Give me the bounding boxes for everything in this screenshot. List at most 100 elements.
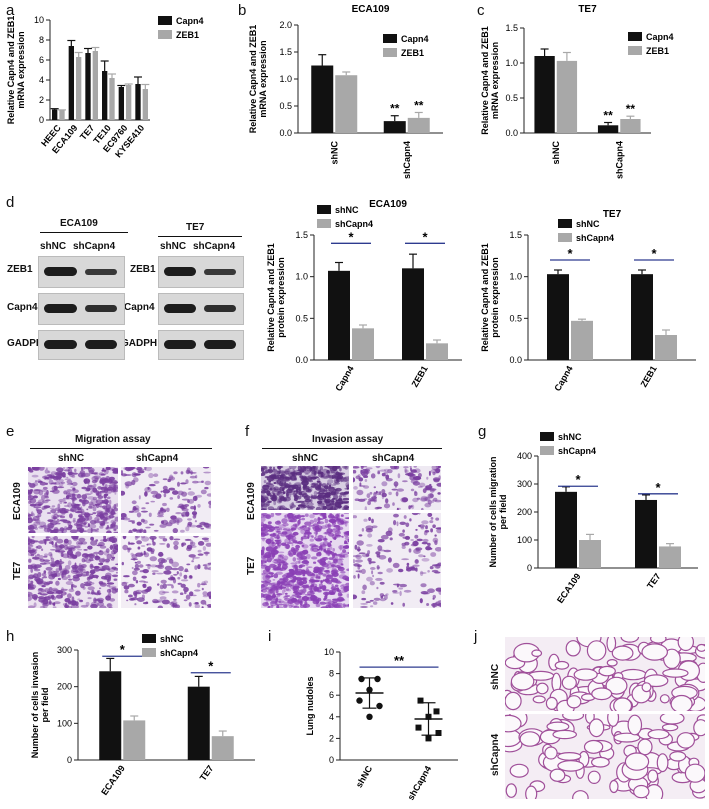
g-ytick-label-0: 0 [527,563,532,573]
c-bar-Capn4-shNC [534,56,555,133]
invasion-col-shnc: shNC [292,453,319,464]
migration-eca109-shnc-image [28,467,118,533]
b-ytick-label-3: 1.5 [279,47,292,57]
g-bar-shCapn4-TE7 [659,546,681,568]
c-ytick-label-0: 0.0 [505,128,518,138]
chart-d-te7-protein: 0.0 0.5 1.0 1.5 Relative Capn4 and ZEB1 prote… [480,209,696,393]
panel-label-f: f [245,423,250,440]
i-point-shNC-4 [376,702,383,710]
h-bracket-star-1: * [208,659,214,674]
migration-te7-shcapn4-image [121,536,211,608]
a-legend-label-1: ZEB1 [176,30,199,40]
d2-legend-swatch-1 [558,233,572,242]
b-ytick-label-0: 0.0 [279,128,292,138]
i-ytick-label-3: 6 [329,690,334,700]
a-bar-ZEB1-HEEC [59,110,65,120]
c-ytick-label-1: 0.5 [505,93,518,103]
d2-bracket-star-1: * [651,246,657,261]
g-bracket-star-0: * [575,472,581,487]
b-ylabel: Relative Capn4 and ZEB1 [248,25,258,134]
d2-bar-shNC-Capn4 [547,274,569,360]
d1-ytick-label-0: 0.0 [295,355,308,365]
d1-legend-label-0: shNC [335,205,359,215]
d1-xtick-label-1: ZEB1 [410,364,430,389]
d2-ylabel: Relative Capn4 and ZEB1 [480,243,490,352]
c-bar-ZEB1-shNC [556,60,578,133]
blot-row-capn4: Capn4 [7,302,38,313]
h-xtick-label-1: TE7 [198,763,216,782]
d2-ylabel-line2: protein expression [490,257,500,338]
c-bar-ZEB1-shCapn4 [620,119,641,133]
c-xtick-label-0: shNC [551,141,561,165]
b-xtick-label-0: shNC [329,141,339,165]
d1-legend-label-1: shCapn4 [335,219,373,229]
c-ylabel-line2: mRNA expression [490,42,500,119]
b-ytick-label-4: 2.0 [279,20,292,30]
i-point-shNC-0 [358,675,365,683]
migration-underline [30,448,212,449]
c-legend-label-1: ZEB1 [646,46,669,56]
b-bar-Capn4-shCapn4 [383,121,406,133]
h-bar-shNC-TE7 [187,686,210,760]
h-ytick-label-3: 300 [57,645,72,655]
a-ylabel: Relative Capn4 and ZEB1 [6,16,16,125]
panel-label-i: i [268,628,272,645]
d1-legend-swatch-1 [317,219,331,228]
d2-bar-shCapn4-ZEB1 [655,335,677,360]
b-bar-ZEB1-shNC [335,75,358,133]
lung-shnc-image [505,637,705,711]
panel-label-h: h [6,628,15,645]
lung-row-shcapn4: shCapn4 [490,733,501,776]
invasion-col-shcapn4: shCapn4 [372,453,415,464]
g-ytick-label-2: 200 [517,507,532,517]
a-bar-Capn4-TE10 [102,71,108,120]
blot-te7-capn4 [158,293,244,325]
a-ytick-label-5: 10 [34,15,44,25]
g-xtick-label-0: ECA109 [555,571,583,605]
d1-xtick-label-0: Capn4 [333,364,355,393]
panel-label-b: b [238,2,247,19]
h-ylabel: Number of cells invasion [30,652,40,759]
lung-row-shnc: shNC [490,663,501,690]
h-legend-label-0: shNC [160,634,184,644]
d2-ytick-label-3: 1.5 [509,230,522,240]
i-bracket-star: ** [394,653,405,668]
d2-bracket-star-0: * [567,246,573,261]
b-title: ECA109 [352,4,390,15]
g-bracket-star-1: * [655,480,661,495]
h-ytick-label-2: 200 [57,682,72,692]
i-point-shCapn4-0 [417,697,424,704]
c-sig-1: ** [626,102,636,116]
chart-g-migration: 0 100 200 300 400 Number of cells migration pe… [488,432,698,605]
d2-legend-label-0: shNC [576,219,600,229]
i-point-shNC-1 [374,675,381,683]
b-legend-swatch-0 [383,34,397,43]
h-bar-shCapn4-ECA109 [123,720,146,760]
micrograph-texture [261,513,349,608]
chart-a-mrna-cell-lines: 0 2 4 6 8 10 Relative Capn4 and ZEB1 mRNA expre… [6,15,204,160]
g-bar-shNC-ECA109 [555,491,577,568]
micrograph-texture [28,467,118,533]
d1-title: ECA109 [369,199,407,210]
d2-legend-swatch-0 [558,219,572,228]
chart-h-invasion: 0 100 200 300 Number of cells invasion per fi… [30,634,255,797]
migration-eca109-shcapn4-image [121,467,211,533]
migration-col-shcapn4: shCapn4 [136,453,179,464]
h-bar-shCapn4-TE7 [211,736,234,760]
c-bar-Capn4-shCapn4 [597,125,619,133]
blot-te7-lane-shnc: shNC [160,241,187,252]
i-point-shCapn4-2 [425,713,432,720]
micrograph-texture [121,467,211,533]
b-legend-swatch-1 [383,48,397,57]
lung-texture [505,714,705,799]
h-legend-swatch-1 [142,648,156,657]
b-ytick-label-2: 1.0 [279,74,292,84]
i-xtick-label-0: shNC [354,764,375,790]
micrograph-texture [353,466,441,510]
i-point-shNC-5 [366,713,373,720]
b-bar-ZEB1-shCapn4 [407,117,430,133]
blot-eca109-title: ECA109 [60,218,98,229]
d1-bracket-star-1: * [422,229,428,244]
a-bar-ZEB1-KYSE410 [142,89,148,120]
i-ytick-label-4: 8 [329,669,334,679]
